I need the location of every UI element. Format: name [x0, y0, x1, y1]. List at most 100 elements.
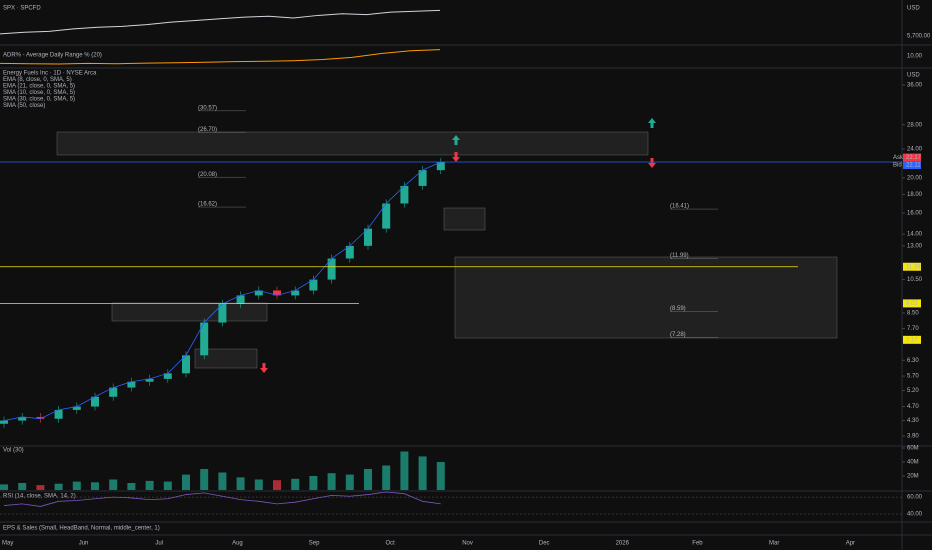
fib-label: (16.41): [670, 204, 689, 210]
rsi-line: [3, 491, 441, 507]
candle: [382, 203, 391, 229]
down-arrow: [260, 363, 268, 373]
currency: USD: [907, 6, 920, 12]
volume-bar: [145, 480, 154, 490]
pane-title: ADR% - Average Daily Range % (20): [3, 53, 102, 59]
volume-bar: [109, 479, 118, 490]
candle: [163, 373, 172, 379]
volume-bar: [254, 479, 263, 490]
down-arrow: [648, 158, 656, 168]
x-tick-label: 2026: [616, 541, 630, 547]
zone-box: [443, 207, 486, 231]
y-tick-label: 60M: [907, 446, 919, 452]
x-tick-label: Apr: [846, 541, 855, 547]
volume-bar: [236, 477, 245, 490]
up-arrow: [452, 135, 460, 145]
pane-title: SPX · SPCFD: [3, 6, 41, 12]
pane-title: Vol (30): [3, 448, 24, 454]
fib-label: (8.59): [670, 306, 686, 312]
indicator-line: [0, 49, 441, 65]
y-tick-label: 20M: [907, 474, 919, 480]
y-tick-label: 10.50: [907, 277, 923, 283]
volume-bar: [36, 485, 45, 490]
candle: [36, 416, 45, 419]
candle: [309, 279, 318, 291]
candle: [109, 387, 118, 397]
legend-item: Energy Fuels Inc · 1D · NYSE Arca: [3, 71, 97, 77]
y-tick-label: 24.00: [907, 147, 923, 153]
price-line: [3, 161, 441, 421]
volume-bar: [400, 451, 409, 490]
y-tick-label: 10.00: [907, 54, 923, 60]
price-label-bg: [903, 153, 921, 162]
candle: [236, 295, 245, 304]
volume-bar: [18, 483, 27, 490]
candle: [218, 303, 227, 323]
price-label: 9.03: [906, 301, 918, 307]
candle: [72, 406, 81, 410]
pane-title: EPS & Sales (Small, HeadBand, Normal, mi…: [3, 526, 160, 532]
volume-bar: [436, 462, 445, 490]
volume-bar: [182, 474, 190, 490]
candle: [145, 378, 154, 382]
x-tick-label: May: [2, 541, 13, 547]
volume-bar: [218, 472, 227, 490]
y-tick-label: 36.00: [907, 83, 923, 89]
volume-bar: [200, 469, 209, 490]
price-label: 22.17: [906, 155, 922, 161]
y-tick-label: 8.50: [907, 311, 919, 317]
y-tick-label: 16.00: [907, 211, 923, 217]
volume-bar: [54, 483, 63, 490]
candle: [254, 290, 263, 296]
volume-bar: [273, 480, 281, 490]
legend-item: SMA (50, close): [3, 103, 45, 109]
volume-bar: [72, 481, 81, 490]
x-tick-label: Dec: [539, 541, 550, 547]
price-label: 11.39: [906, 264, 921, 270]
y-tick-label: 4.30: [907, 418, 919, 424]
zone-box: [111, 302, 268, 322]
volume-bar: [382, 465, 391, 490]
fib-label: (11.99): [670, 253, 689, 259]
price-label: 7.17: [906, 337, 918, 343]
price-label-bg: [903, 299, 921, 308]
fib-label: (30.57): [198, 105, 217, 111]
legend-item: EMA (21, close, 0, SMA, 5): [3, 84, 75, 90]
fib-label: (20.08): [198, 172, 217, 178]
fib-label: (7.28): [670, 332, 686, 338]
zone-box: [454, 256, 838, 339]
volume-bar: [327, 473, 336, 490]
candle: [436, 161, 445, 171]
x-tick-label: Mar: [769, 541, 779, 547]
y-tick-label: 5.70: [907, 374, 919, 380]
fib-label: (26.70): [198, 127, 217, 133]
price-label-bg: [903, 335, 921, 344]
up-arrow: [648, 118, 656, 128]
price-label-bg: [903, 160, 921, 169]
volume-bar: [0, 484, 8, 490]
price-tag: Ask: [893, 155, 904, 161]
candle: [91, 396, 99, 407]
volume-bar: [364, 469, 372, 490]
price-label: 22.11: [906, 163, 921, 169]
y-tick-label: 28.00: [907, 122, 923, 128]
volume-bar: [309, 476, 318, 490]
candle: [182, 355, 190, 374]
y-tick-label: 20.00: [907, 175, 923, 181]
candle: [418, 170, 427, 186]
y-tick-label: 5.20: [907, 388, 919, 394]
zone-box: [56, 131, 649, 156]
legend-item: EMA (8, close, 0, SMA, 5): [3, 77, 72, 83]
x-tick-label: Aug: [232, 541, 243, 547]
y-tick-label: 6.30: [907, 358, 919, 364]
y-tick-label: 5,700.00: [907, 34, 931, 40]
y-tick-label: 13.00: [907, 243, 923, 249]
x-tick-label: Feb: [692, 541, 703, 547]
x-tick-label: Sep: [309, 541, 320, 547]
y-tick-label: 7.70: [907, 326, 919, 332]
indicator-line: [0, 9, 441, 35]
candle: [327, 258, 336, 280]
x-tick-label: Oct: [386, 541, 396, 547]
